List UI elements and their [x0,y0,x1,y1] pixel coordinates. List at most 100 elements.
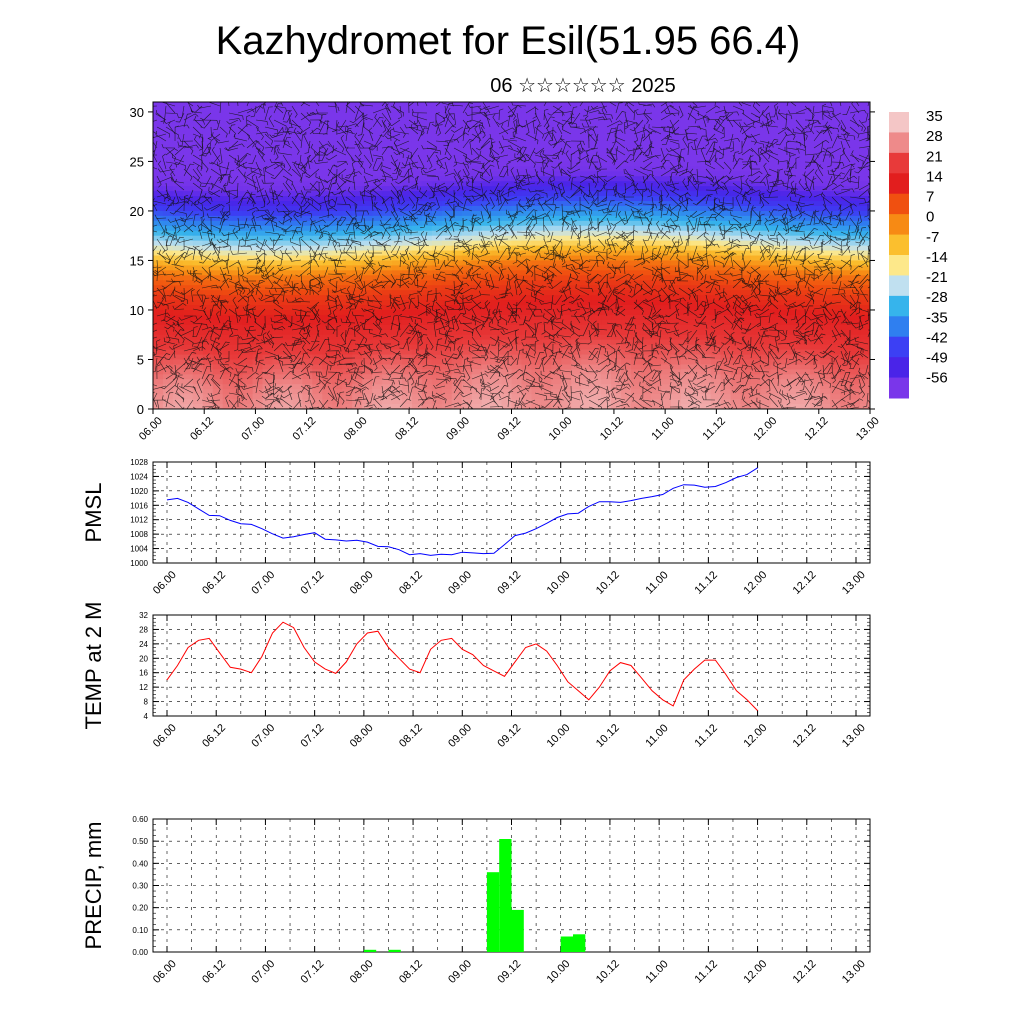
colorbar-segment [889,255,909,276]
x-tick-label: 08.12 [393,415,421,443]
x-tick-label: 11.00 [643,569,670,596]
figure-title: Kazhydromet for Esil(51.95 66.4) [216,19,801,63]
colorbar-label: -28 [926,289,948,306]
x-tick-label: 06.00 [151,569,179,597]
x-tick-label: 09.00 [446,569,474,597]
y-tick-label: 25 [130,154,144,169]
y-tick-label: 1024 [130,472,148,481]
x-tick-label: 11.12 [693,722,720,749]
x-tick-label: 07.00 [249,722,277,750]
x-tick-label: 09.12 [495,958,523,986]
colorbar-label: 35 [926,108,943,125]
x-tick-label: 10.12 [598,415,626,443]
x-tick-label: 08.00 [348,569,376,597]
x-tick-label: 11.00 [643,722,670,749]
y-tick-label: 8 [144,698,149,707]
y-tick-label: 1000 [130,559,148,568]
x-tick-label: 12.00 [751,415,779,443]
y-tick-label: 0.60 [132,815,148,824]
y-tick-label: 1008 [130,530,148,539]
wind-barbs [153,102,870,409]
y-tick-label: 10 [130,303,144,318]
colorbar-label: 21 [926,148,943,165]
x-tick-label: 08.12 [397,722,425,750]
x-tick-label: 08.12 [397,958,425,986]
precip-bar [486,872,500,952]
x-tick-label: 11.12 [693,569,720,596]
y-tick-label: 1028 [130,458,148,467]
x-tick-label: 06.12 [200,569,228,597]
colorbar-label: -14 [926,249,948,266]
x-tick-label: 06.00 [137,415,165,443]
figure-subtitle: 06 ☆☆☆☆☆☆ 2025 [490,75,675,97]
x-tick-label: 13.00 [854,415,882,443]
temperature-field [153,102,870,409]
x-tick-label: 12.12 [791,958,819,986]
precip-panel: 0.00 0.10 0.20 0.30 0.40 0.50 0.60 06.00 06.12 07… [81,815,871,986]
colorbar-label: 28 [926,128,943,145]
colorbar-segment [889,316,909,338]
colorbar-label: -49 [926,350,948,367]
colorbar-label: -35 [926,309,948,326]
colorbar-label: 0 [926,209,934,226]
x-tick-label: 10.00 [545,722,573,750]
colorbar-label: -42 [926,329,948,346]
temp-2m-panel: 4 8 12 16 20 24 28 32 06.00 06.12 07.00 07.12 08.00 0… [81,602,871,750]
grid [153,615,870,716]
y-tick-label: 12 [139,683,148,692]
colorbar-label: -21 [926,269,948,286]
y-axis-title: PMSL [81,483,106,543]
x-tick-label: 09.00 [444,415,472,443]
x-tick-label: 07.12 [299,722,327,750]
x-tick-label: 10.12 [594,569,622,597]
x-tick-label: 07.12 [299,569,327,597]
x-tick-label: 12.00 [741,958,769,986]
x-tick-label: 06.12 [188,415,216,443]
colorbar-segment [889,336,909,358]
y-tick-label: 20 [139,654,148,663]
x-tick-label: 06.12 [200,722,228,750]
precip-bar [499,839,512,952]
colorbar-label: -7 [926,229,939,246]
y-tick-label: 0.50 [132,837,148,846]
x-tick-label: 10.12 [594,722,622,750]
x-tick-label: 08.00 [348,722,376,750]
x-tick-label: 09.00 [446,958,474,986]
x-tick-label: 08.00 [348,958,376,986]
colorbar-label: -56 [926,370,948,387]
y-tick-label: 1020 [130,487,148,496]
x-tick-label: 06.12 [200,958,228,986]
colorbar-segment [889,357,909,379]
x-tick-label: 06.00 [151,958,179,986]
colorbar-segment [889,295,909,317]
y-tick-label: 16 [139,669,148,678]
precip-bar [573,934,586,952]
y-tick-label: 0.00 [132,948,148,957]
x-tick-label: 10.00 [545,569,573,597]
x-tick-label: 13.00 [840,569,868,597]
colorbar-segment [889,173,909,195]
y-tick-label: 1012 [130,516,148,525]
x-tick-label: 09.00 [446,722,474,750]
precip-bar [560,936,573,952]
colorbar-segment [889,275,909,297]
y-tick-label: 5 [137,352,144,367]
y-axis-title: PRECIP, mm [81,822,106,950]
temperature-wind-panel: 0 5 10 15 20 25 30 06.00 06.12 07.00 07.12 08.00 08.… [130,101,882,443]
x-tick-label: 11.12 [693,958,720,985]
x-tick-label: 12.00 [741,569,769,597]
precip-bar [511,909,524,952]
x-tick-label: 09.12 [495,722,523,750]
x-tick-label: 07.00 [249,569,277,597]
y-tick-label: 15 [130,253,144,268]
x-tick-label: 07.12 [291,415,319,443]
x-tick-label: 11.00 [643,958,670,985]
colorbar-segment [889,377,909,399]
x-tick-label: 11.00 [649,415,676,442]
precip-bar [363,949,377,952]
pmsl-panel: 1000 1004 1008 1012 1016 1020 1024 1028 06.00 06.… [81,458,871,597]
y-tick-label: 24 [139,640,148,649]
x-tick-label: 09.12 [495,569,523,597]
x-tick-label: 10.12 [594,958,622,986]
